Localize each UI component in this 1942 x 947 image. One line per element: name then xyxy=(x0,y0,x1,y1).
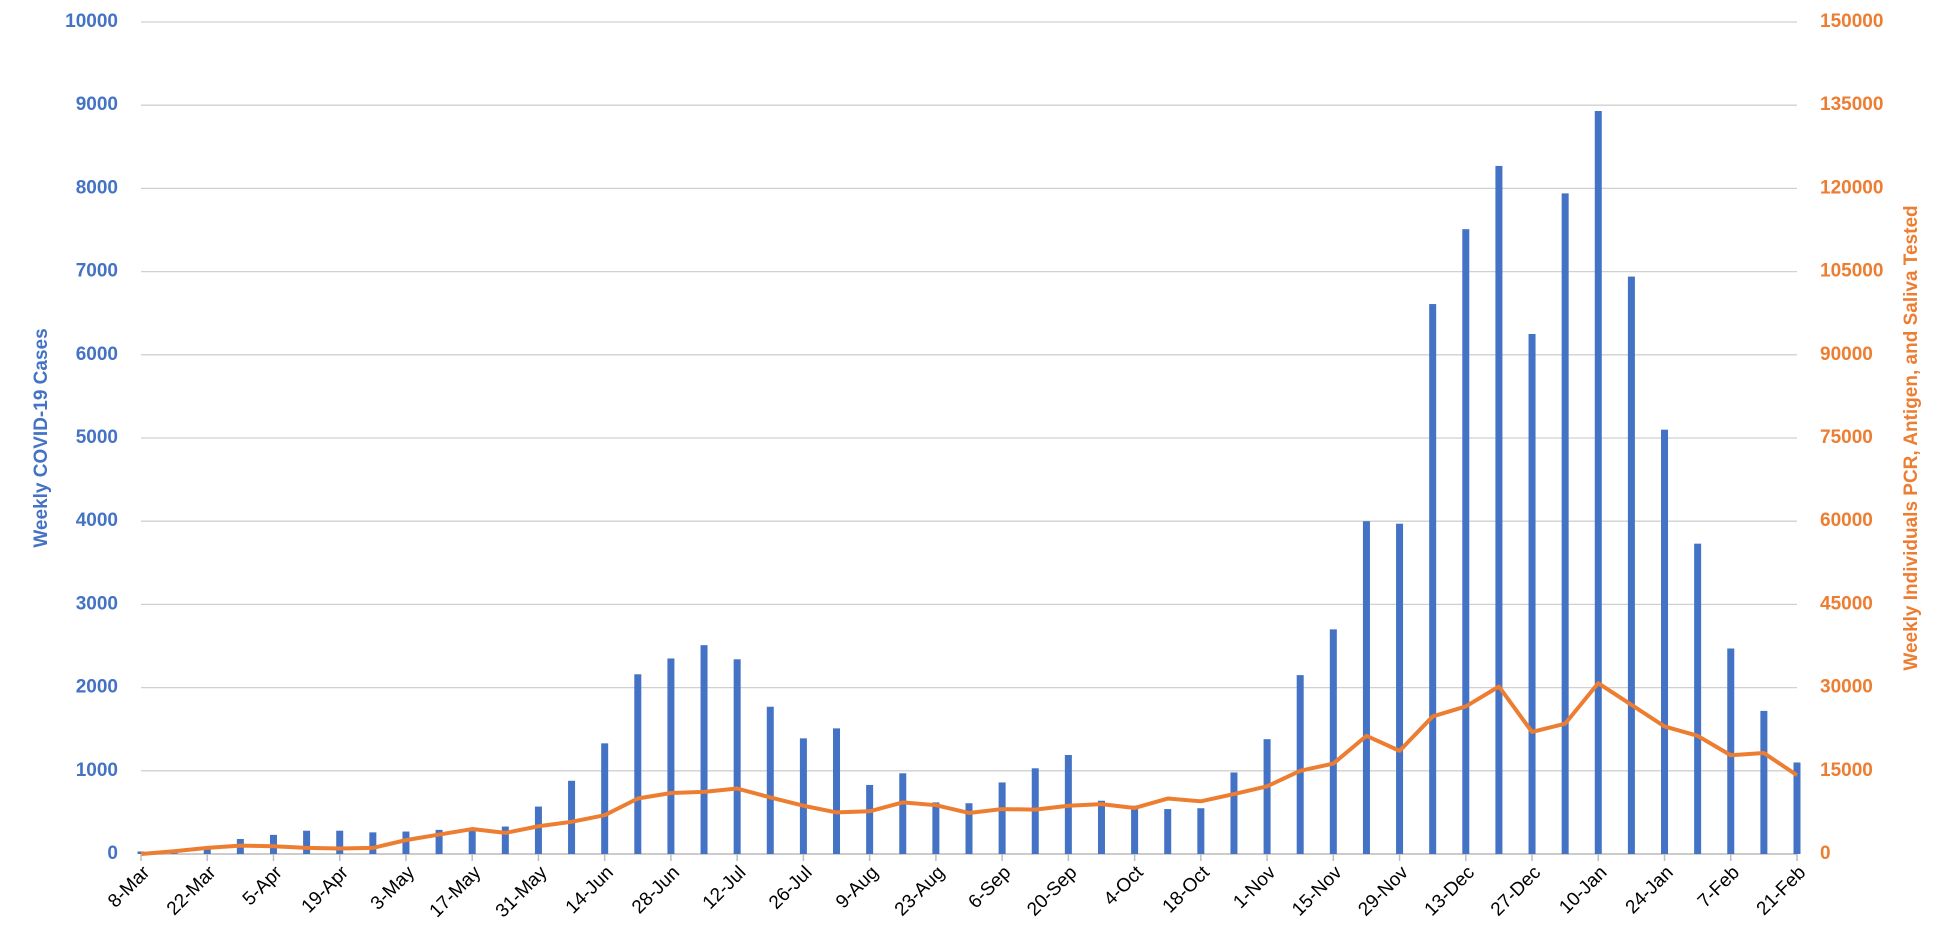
bar xyxy=(568,780,576,854)
bar xyxy=(170,853,178,854)
x-tick-label: 24-Jan xyxy=(1622,862,1678,918)
bar xyxy=(1164,809,1172,854)
y-tick-label: 2000 xyxy=(76,677,118,698)
y-tick-label: 7000 xyxy=(76,261,118,282)
bar xyxy=(700,645,708,854)
bar xyxy=(799,738,807,854)
y-tick-label: 0 xyxy=(107,843,118,864)
line xyxy=(140,681,1799,856)
x-tick-label: 8-Mar xyxy=(104,862,154,912)
x-tick-label: 28-Jun xyxy=(628,862,684,918)
bar xyxy=(1097,800,1105,854)
x-tick-label: 27-Dec xyxy=(1487,862,1545,920)
bar xyxy=(866,784,874,854)
bar xyxy=(932,802,940,854)
bar xyxy=(634,674,642,854)
bar xyxy=(1561,193,1569,855)
bar xyxy=(435,829,443,854)
x-tick-label: 21-Feb xyxy=(1753,862,1810,919)
y-tick-label: 8000 xyxy=(76,177,118,198)
y2-tick-label: 120000 xyxy=(1820,177,1883,198)
bar xyxy=(1197,808,1205,854)
bar xyxy=(766,706,774,854)
y-axis-title: Weekly COVID-19 Cases xyxy=(31,328,52,547)
y2-tick-label: 90000 xyxy=(1820,344,1873,365)
bar xyxy=(303,830,311,854)
y-tick-label: 6000 xyxy=(76,344,118,365)
y2-tick-label: 75000 xyxy=(1820,427,1873,448)
bar xyxy=(1495,165,1503,854)
x-tick-label: 15-Nov xyxy=(1288,862,1347,921)
bar xyxy=(1793,762,1801,854)
x-tick-label: 22-Mar xyxy=(163,862,221,920)
bar xyxy=(1429,304,1437,855)
x-tick-label: 17-May xyxy=(426,862,486,922)
bar xyxy=(501,826,509,854)
x-tick-label: 20-Sep xyxy=(1023,862,1081,920)
bar xyxy=(1263,739,1271,854)
y2-tick-label: 60000 xyxy=(1820,510,1873,531)
bar xyxy=(601,743,609,854)
bar xyxy=(1362,521,1370,854)
bar xyxy=(402,831,410,854)
bar xyxy=(733,659,741,854)
bar xyxy=(1396,523,1404,854)
x-tick-label: 13-Dec xyxy=(1421,862,1479,920)
y2-tick-label: 135000 xyxy=(1820,94,1883,115)
y-tick-label: 5000 xyxy=(76,427,118,448)
bar xyxy=(534,806,542,854)
bar xyxy=(1727,648,1735,854)
bar xyxy=(1131,805,1139,854)
bar xyxy=(1462,229,1470,855)
bar xyxy=(1230,772,1238,854)
bar xyxy=(1627,276,1635,854)
x-tick-label: 10-Jan xyxy=(1555,862,1611,918)
x-tick-label: 26-Jul xyxy=(765,862,816,913)
x-tick-label: 12-Jul xyxy=(699,862,750,913)
bar xyxy=(203,849,211,854)
y2-tick-label: 15000 xyxy=(1820,760,1873,781)
x-tick-label: 7-Feb xyxy=(1694,862,1744,912)
y-tick-label: 3000 xyxy=(76,593,118,614)
bar xyxy=(1661,429,1669,854)
x-tick-label: 23-Aug xyxy=(891,862,949,920)
x-tick-label: 6-Sep xyxy=(965,862,1016,913)
bar xyxy=(1296,675,1304,854)
bar xyxy=(1329,629,1337,854)
bar xyxy=(998,782,1006,854)
bar xyxy=(1594,111,1602,855)
y2-tick-label: 45000 xyxy=(1820,593,1873,614)
bar xyxy=(1760,710,1768,854)
x-tick-label: 29-Nov xyxy=(1354,862,1413,921)
y2-tick-label: 0 xyxy=(1820,843,1831,864)
y2-tick-label: 30000 xyxy=(1820,677,1873,698)
y-tick-label: 9000 xyxy=(76,94,118,115)
x-tick-label: 9-Aug xyxy=(832,862,883,913)
bar xyxy=(833,728,841,854)
y2-tick-label: 105000 xyxy=(1820,261,1883,282)
y-tick-label: 10000 xyxy=(65,11,118,32)
bar xyxy=(1694,543,1702,854)
x-tick-label: 19-Apr xyxy=(298,862,354,918)
x-tick-label: 4-Oct xyxy=(1100,862,1148,910)
x-tick-label: 31-May xyxy=(492,862,552,922)
x-tick-label: 14-Jun xyxy=(562,862,618,918)
x-tick-label: 3-May xyxy=(367,862,420,915)
bar xyxy=(667,658,675,854)
x-tick-label: 5-Apr xyxy=(239,862,287,910)
x-tick-label: 1-Nov xyxy=(1229,862,1280,913)
y-tick-label: 1000 xyxy=(76,760,118,781)
bar xyxy=(468,829,476,854)
x-tick-label: 18-Oct xyxy=(1159,862,1215,918)
y2-tick-label: 150000 xyxy=(1820,11,1883,32)
y-tick-label: 4000 xyxy=(76,510,118,531)
bar xyxy=(336,830,344,854)
bar xyxy=(1528,334,1536,854)
bar xyxy=(899,773,907,854)
bar xyxy=(369,832,377,854)
bar xyxy=(965,803,973,854)
y2-axis-title: Weekly Individuals PCR, Antigen, and Sal… xyxy=(1901,205,1922,670)
